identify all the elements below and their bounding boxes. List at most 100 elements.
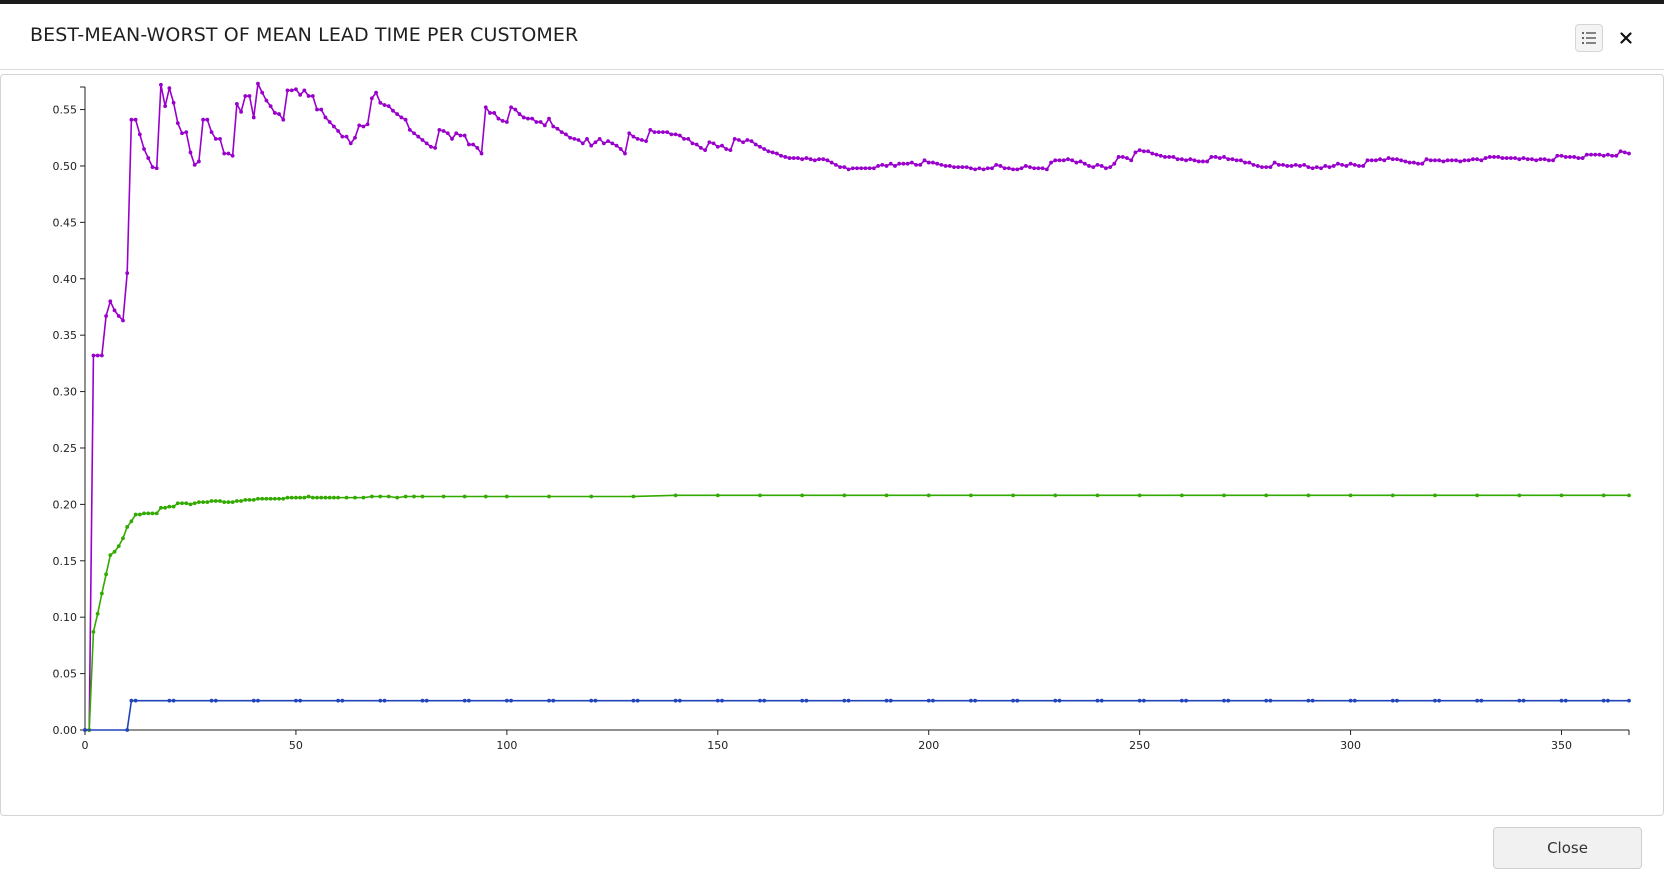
data-point (547, 494, 551, 499)
data-point (1158, 153, 1163, 158)
data-point (513, 107, 518, 112)
data-point (699, 146, 703, 150)
data-point (205, 500, 210, 505)
data-point (1057, 158, 1062, 163)
data-point (374, 90, 378, 95)
data-point (690, 141, 695, 146)
data-point (192, 162, 197, 167)
data-point (1508, 156, 1513, 160)
data-point (125, 271, 130, 276)
data-point (665, 130, 670, 135)
data-point (336, 129, 341, 133)
data-point (129, 698, 134, 703)
data-point (504, 120, 509, 124)
list-icon (1581, 31, 1596, 45)
data-point (294, 698, 298, 703)
data-point (1348, 493, 1353, 498)
data-point (483, 494, 488, 499)
data-point (994, 162, 999, 167)
data-point (661, 130, 665, 135)
data-point (673, 698, 678, 703)
legend-toggle-button[interactable] (1575, 24, 1603, 52)
data-point (880, 162, 885, 167)
x-tick-label: 150 (707, 739, 728, 752)
data-point (939, 162, 944, 167)
chart-dialog: BEST-MEAN-WORST OF MEAN LEAD TIME PER CU… (0, 4, 1664, 877)
y-tick-label: 0.25 (53, 442, 78, 455)
data-point (395, 495, 400, 500)
data-point (1433, 493, 1437, 498)
data-point (1260, 165, 1264, 169)
data-point (260, 496, 265, 501)
data-point (964, 165, 969, 169)
series-layer (83, 81, 1631, 732)
data-point (369, 494, 374, 499)
data-point (1407, 160, 1412, 165)
close-button[interactable]: Close (1493, 827, 1642, 869)
data-point (294, 495, 298, 500)
data-point (213, 499, 218, 503)
data-point (1559, 698, 1564, 703)
data-point (1074, 160, 1079, 165)
data-point (1196, 159, 1201, 164)
data-point (125, 525, 130, 529)
data-point (319, 107, 324, 112)
data-point (1226, 698, 1231, 703)
data-point (504, 698, 509, 703)
data-point (268, 496, 273, 501)
data-point (572, 136, 577, 141)
data-point (1551, 158, 1555, 163)
data-point (399, 115, 404, 120)
data-point (842, 493, 847, 498)
data-point (412, 494, 416, 499)
data-point (745, 138, 750, 142)
data-point (1251, 162, 1256, 167)
chart-panel: 0.00 0.05 0.10 0.15 0.20 0.25 0.30 0.35 0.40 0.45… (0, 74, 1664, 816)
data-point (606, 139, 610, 144)
data-point (1201, 159, 1205, 164)
data-point (1627, 493, 1631, 498)
data-point (1044, 167, 1049, 172)
data-point (1504, 156, 1509, 160)
data-point (1454, 158, 1458, 163)
data-point (973, 698, 978, 703)
data-point (1066, 157, 1070, 162)
data-point (555, 126, 560, 131)
data-point (1095, 493, 1100, 498)
data-point (1120, 155, 1125, 159)
data-point (1627, 151, 1631, 156)
data-point (534, 120, 539, 124)
data-point (268, 104, 273, 109)
data-point (1137, 493, 1142, 498)
data-point (884, 493, 889, 498)
data-point (1395, 157, 1399, 162)
data-point (192, 501, 197, 506)
dialog-close-button[interactable] (1612, 24, 1640, 52)
data-point (1095, 698, 1100, 703)
data-point (226, 500, 231, 505)
data-point (720, 143, 724, 148)
data-point (547, 116, 551, 121)
data-point (247, 497, 252, 502)
y-tick-label: 0.35 (53, 329, 78, 342)
data-point (1053, 493, 1058, 498)
data-point (1513, 156, 1517, 160)
data-point (256, 81, 260, 86)
data-point (635, 136, 640, 141)
data-point (1441, 159, 1446, 164)
data-point (876, 164, 880, 168)
data-point (1361, 164, 1366, 168)
data-point (180, 131, 184, 136)
data-point (1445, 158, 1450, 163)
data-point (631, 494, 636, 499)
y-tick-label: 0.20 (53, 498, 78, 511)
data-point (230, 153, 235, 158)
data-point (1226, 157, 1231, 162)
data-point (256, 698, 260, 703)
data-point (412, 131, 416, 136)
data-point (791, 156, 796, 160)
data-point (580, 141, 585, 146)
data-point (1163, 155, 1167, 159)
data-point (1298, 164, 1302, 168)
data-point (205, 117, 210, 122)
